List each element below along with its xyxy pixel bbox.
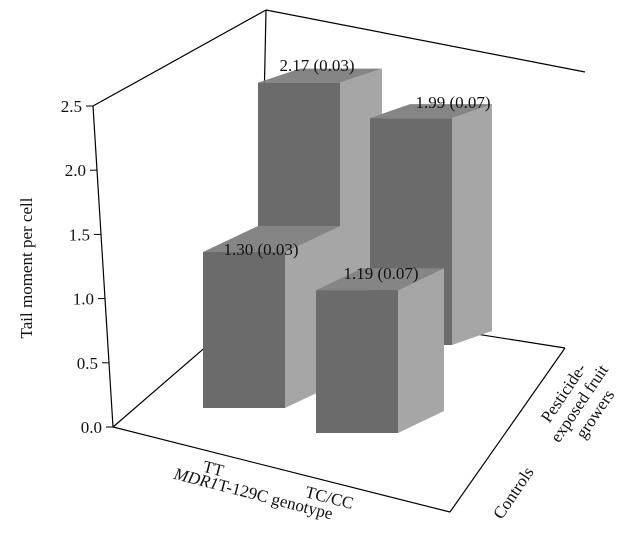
y-axis-ticks: 0.0 0.5 1.0 1.5 2.0 2.5 [61,97,113,437]
y-axis-line [92,105,114,428]
x-category-label: TT [201,457,226,481]
bars: 2.17 (0.03) 1.99 (0.07) 1.30 (0.03) 1.19 (0… [203,56,492,433]
x-axis-line [112,426,451,513]
bar-side-face [452,104,492,345]
depth-category-line: Controls [489,463,537,522]
bar-side-face [398,268,444,433]
right-wall-top-edge [265,9,586,73]
depth-axis-line [449,347,566,513]
depth-axis-categories: Controls Pesticide-exposed fruitgrowers [489,350,628,522]
bar-front-face [316,290,398,433]
bar-data-label: 1.99 (0.07) [415,93,490,112]
bar-controls-tc-cc: 1.19 (0.07) [316,264,444,433]
y-tick-label: 2.0 [65,161,86,180]
y-tick-label: 2.5 [61,97,82,116]
bar-data-label: 1.30 (0.03) [223,240,298,259]
bar-top-face [316,268,444,291]
y-axis-label: Tail moment per cell [17,197,36,338]
y-tick-label: 0.5 [77,354,98,373]
depth-category-label: Controls [489,463,537,522]
y-tick-label: 1.0 [73,290,94,309]
bar-data-label: 2.17 (0.03) [279,56,354,75]
bar-top-face [203,226,340,252]
depth-category-label: Pesticide-exposed fruitgrowers [531,350,628,456]
bar-front-face [203,252,285,408]
bar-top-face [258,68,382,83]
left-wall-top-edge [92,9,267,107]
bar-data-label: 1.19 (0.07) [343,264,418,283]
y-tick-label: 1.5 [69,225,90,244]
bar-top-face [370,104,492,119]
x-axis-label-rest: T-129C genotype [216,475,335,523]
y-tick-label: 0.0 [81,418,102,437]
